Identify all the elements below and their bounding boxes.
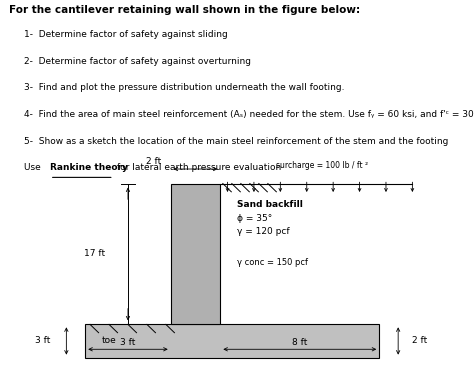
Text: toe: toe [102,336,117,346]
Text: 2-  Determine factor of safety against overturning: 2- Determine factor of safety against ov… [24,57,251,65]
Text: 3-  Find and plot the pressure distribution underneath the wall footing.: 3- Find and plot the pressure distributi… [24,84,344,92]
Text: Sand backfill: Sand backfill [237,200,303,209]
Text: 3 ft: 3 ft [120,338,136,347]
Text: 5-  Show as a sketch the location of the main steel reinforcement of the stem an: 5- Show as a sketch the location of the … [24,137,448,147]
Text: surcharge = 100 lb / ft ²: surcharge = 100 lb / ft ² [276,161,368,170]
Text: for lateral earth pressure evaluation: for lateral earth pressure evaluation [114,164,281,172]
Text: γ = 120 pcf: γ = 120 pcf [237,227,290,236]
Text: 1-  Determine factor of safety against sliding: 1- Determine factor of safety against sl… [24,30,228,38]
Text: ϕ = 35°: ϕ = 35° [237,214,272,223]
Bar [85,324,379,357]
Text: γ conc = 150 pcf: γ conc = 150 pcf [237,258,308,267]
Text: Rankine theory: Rankine theory [50,164,128,172]
Text: 3 ft: 3 ft [35,336,50,346]
Text: Use: Use [24,164,43,172]
Text: 2 ft: 2 ft [412,336,427,346]
Text: 8 ft: 8 ft [292,338,308,347]
Bar [171,184,220,324]
Text: 4-  Find the area of main steel reinforcement (Aₛ) needed for the stem. Use fᵧ =: 4- Find the area of main steel reinforce… [24,110,474,120]
Text: 17 ft: 17 ft [84,249,105,259]
Text: 2 ft: 2 ft [146,157,162,166]
Text: For the cantilever retaining wall shown in the figure below:: For the cantilever retaining wall shown … [9,5,361,15]
